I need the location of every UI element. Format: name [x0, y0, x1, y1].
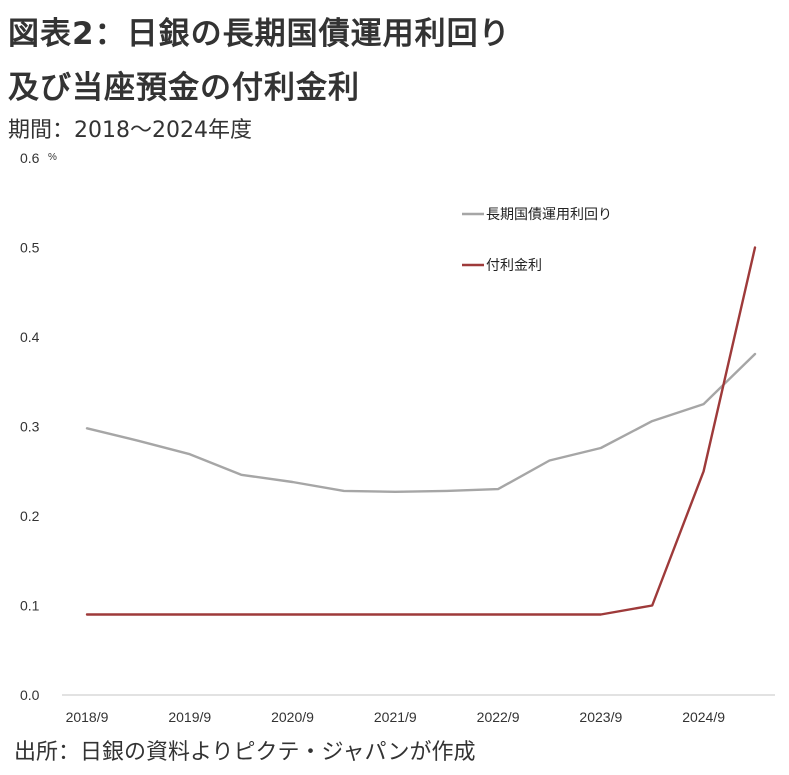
- y-tick-label: 0.4: [20, 329, 40, 345]
- y-tick-label: 0.1: [20, 598, 40, 614]
- x-tick-label: 2023/9: [579, 709, 622, 725]
- chart-source: 出所：日銀の資料よりピクテ・ジャパンが作成: [14, 740, 476, 765]
- y-unit-label: %: [48, 152, 57, 163]
- y-axis: 0.0 0.1 0.2 0.3 0.4 0.5 0.6%: [20, 150, 57, 703]
- chart-title-line-1: 図表2：日銀の長期国債運用利回り: [8, 16, 511, 52]
- chart-title-line-2: 及び当座預金の付利金利: [8, 70, 360, 106]
- x-tick-label: 2020/9: [271, 709, 314, 725]
- x-tick-label: 2022/9: [477, 709, 520, 725]
- chart-period: 期間：2018～2024年度: [8, 118, 252, 143]
- y-tick-label: 0.5: [20, 240, 40, 256]
- y-tick-label: 0.2: [20, 508, 40, 524]
- y-tick-label: 0.0: [20, 687, 40, 703]
- legend-label-2: 付利金利: [486, 258, 542, 274]
- x-axis: 2018/9 2019/9 2020/9 2021/9 2022/9 2023/9 2024…: [62, 694, 775, 725]
- x-tick-label: 2019/9: [168, 709, 211, 725]
- chart-series: [85, 246, 757, 616]
- series-line-1: [85, 352, 757, 493]
- series-line-2: [85, 246, 757, 616]
- legend-label-1: 長期国債運用利回り: [486, 207, 612, 223]
- x-tick-label: 2021/9: [374, 709, 417, 725]
- x-tick-label: 2018/9: [66, 709, 109, 725]
- y-tick-label: 0.6: [20, 150, 40, 166]
- y-tick-label: 0.3: [20, 419, 40, 435]
- x-tick-label: 2024/9: [682, 709, 725, 725]
